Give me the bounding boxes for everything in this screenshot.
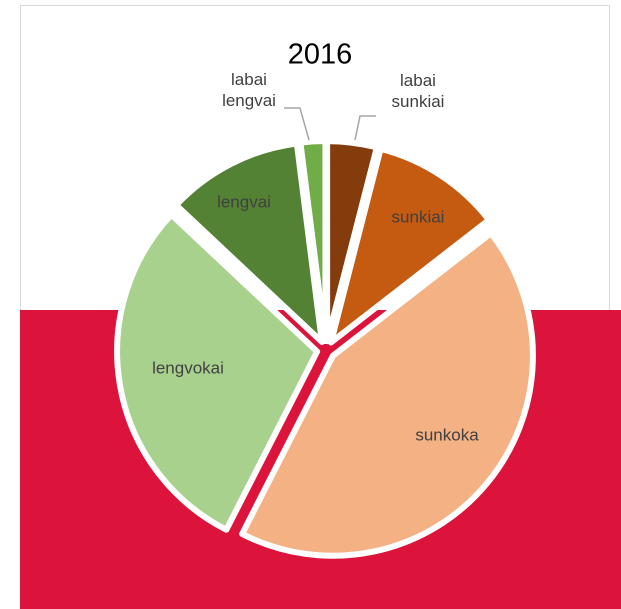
slice-label: sunkiai [391, 207, 445, 227]
leader-line [354, 115, 376, 141]
slice-label: labai lengvai [222, 70, 276, 110]
pie-slice [327, 145, 492, 346]
pie-slice [297, 138, 329, 345]
slice-label: sunkoka [415, 425, 479, 445]
pie-slice [114, 211, 321, 533]
chart-title: 2016 [287, 38, 353, 71]
chart-frame [20, 5, 610, 609]
pie-slice [239, 230, 536, 559]
slice-label: lengvokai [152, 358, 224, 378]
pie-slice [173, 140, 325, 345]
leader-line [284, 107, 310, 141]
slice-label: lengvai [217, 192, 271, 212]
slice-label: labai sunkiai [391, 71, 445, 111]
